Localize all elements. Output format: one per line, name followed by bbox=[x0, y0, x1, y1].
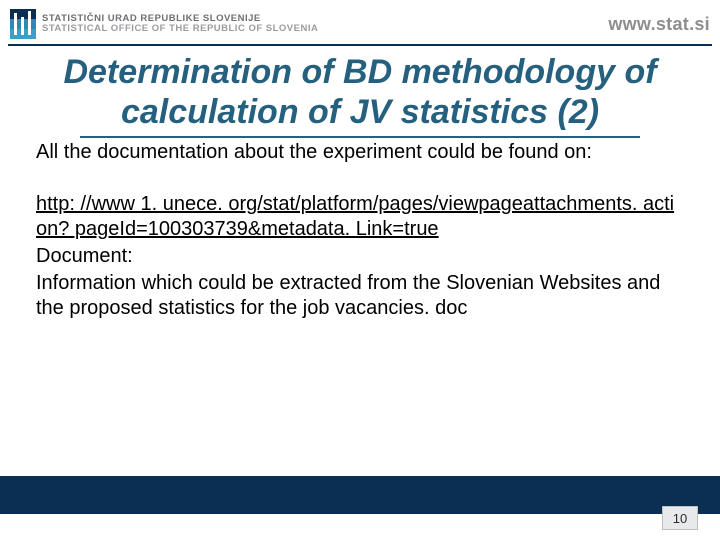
org-name-en: STATISTICAL OFFICE OF THE REPUBLIC OF SL… bbox=[42, 24, 318, 34]
site-url: www.stat.si bbox=[608, 14, 710, 35]
header-rule bbox=[8, 44, 712, 46]
intro-text: All the documentation about the experime… bbox=[36, 140, 684, 164]
content: All the documentation about the experime… bbox=[0, 138, 720, 321]
page-title: Determination of BD methodology of calcu… bbox=[30, 52, 690, 132]
documentation-link[interactable]: http: //www 1. unece. org/stat/platform/… bbox=[36, 192, 684, 242]
logo-text: STATISTIČNI URAD REPUBLIKE SLOVENIJE STA… bbox=[42, 14, 318, 34]
header: STATISTIČNI URAD REPUBLIKE SLOVENIJE STA… bbox=[0, 0, 720, 44]
logo-block: STATISTIČNI URAD REPUBLIKE SLOVENIJE STA… bbox=[10, 9, 318, 39]
document-description: Information which could be extracted fro… bbox=[36, 271, 684, 321]
page-number-badge: 10 bbox=[662, 506, 698, 530]
document-label: Document: bbox=[36, 244, 684, 269]
logo-icon bbox=[10, 9, 36, 39]
footer-bar bbox=[0, 476, 720, 514]
page-number: 10 bbox=[673, 511, 687, 526]
